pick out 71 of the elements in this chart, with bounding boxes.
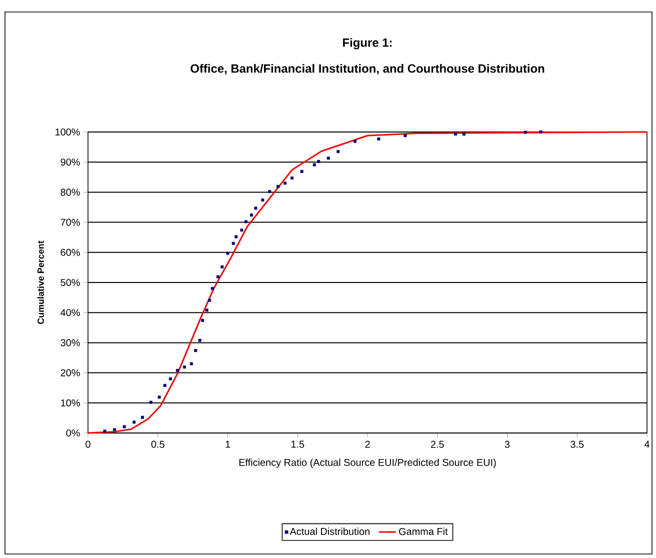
y-tick-label: 40% [60,309,80,316]
point [462,132,466,136]
point [268,190,272,194]
x-tick-label: 4 [644,440,650,448]
point [240,228,244,232]
point [454,132,458,136]
point [122,425,126,428]
y-tick-label: 80% [60,188,80,196]
y-tick-label: 100% [56,128,80,136]
x-tick-label: 3.5 [570,440,584,448]
point [205,308,208,312]
x-tick-label: 1 [226,440,230,448]
point [539,130,542,134]
chart-title: Figure 1: [343,38,392,50]
point [163,384,166,387]
point [244,220,248,224]
point [176,368,179,372]
point [198,338,202,342]
y-tick-label: 70% [60,218,80,226]
point [141,416,144,419]
x-tick-label: 0.5 [151,440,164,448]
point [290,176,294,180]
point [158,396,161,399]
point [326,156,330,160]
x-tick-label: 2 [365,440,370,448]
y-axis-title: Cumulative Percent [37,240,44,324]
point [201,318,204,322]
point [210,287,214,290]
x-tick-label: 0 [86,440,90,448]
y-tick-label: 10% [61,399,80,406]
point [220,265,224,268]
point [103,430,106,433]
y-tick-label: 90% [60,158,80,166]
point [276,184,280,188]
point [168,377,172,380]
y-tick-label: 0% [66,429,80,437]
point [317,160,320,163]
point [254,206,258,210]
x-tick-label: 1.5 [291,440,304,448]
point [194,349,198,352]
point [232,242,235,245]
legend-label: Actual Distribution [290,528,370,535]
point [132,420,136,424]
y-tick-label: 60% [60,248,80,256]
point [353,140,356,143]
point [284,182,287,185]
point [524,130,527,134]
legend-label: Gamma Fit [399,528,448,535]
point [216,275,220,278]
y-tick-label: 30% [60,339,80,346]
x-tick-label: 3 [504,440,510,448]
point [234,235,238,238]
point [182,366,186,369]
point [113,428,116,432]
point [312,163,316,166]
point [190,362,193,366]
x-tick-label: 2.5 [430,440,444,448]
x-axis-title: Efficiency Ratio (Actual Source EUI/Predicted Source EUI) [239,458,496,468]
line-series [87,131,648,434]
y-tick-label: 20% [60,369,80,376]
point [300,170,304,173]
point [226,252,230,255]
point [250,214,254,217]
point [377,137,380,140]
point [404,134,407,138]
point [149,400,152,404]
chart-subtitle: Office, Bank/Financial Institution, and Courthouse Distribution [190,64,544,74]
point [336,150,340,154]
point [261,198,264,202]
point [208,298,212,302]
y-tick-label: 50% [60,278,80,286]
